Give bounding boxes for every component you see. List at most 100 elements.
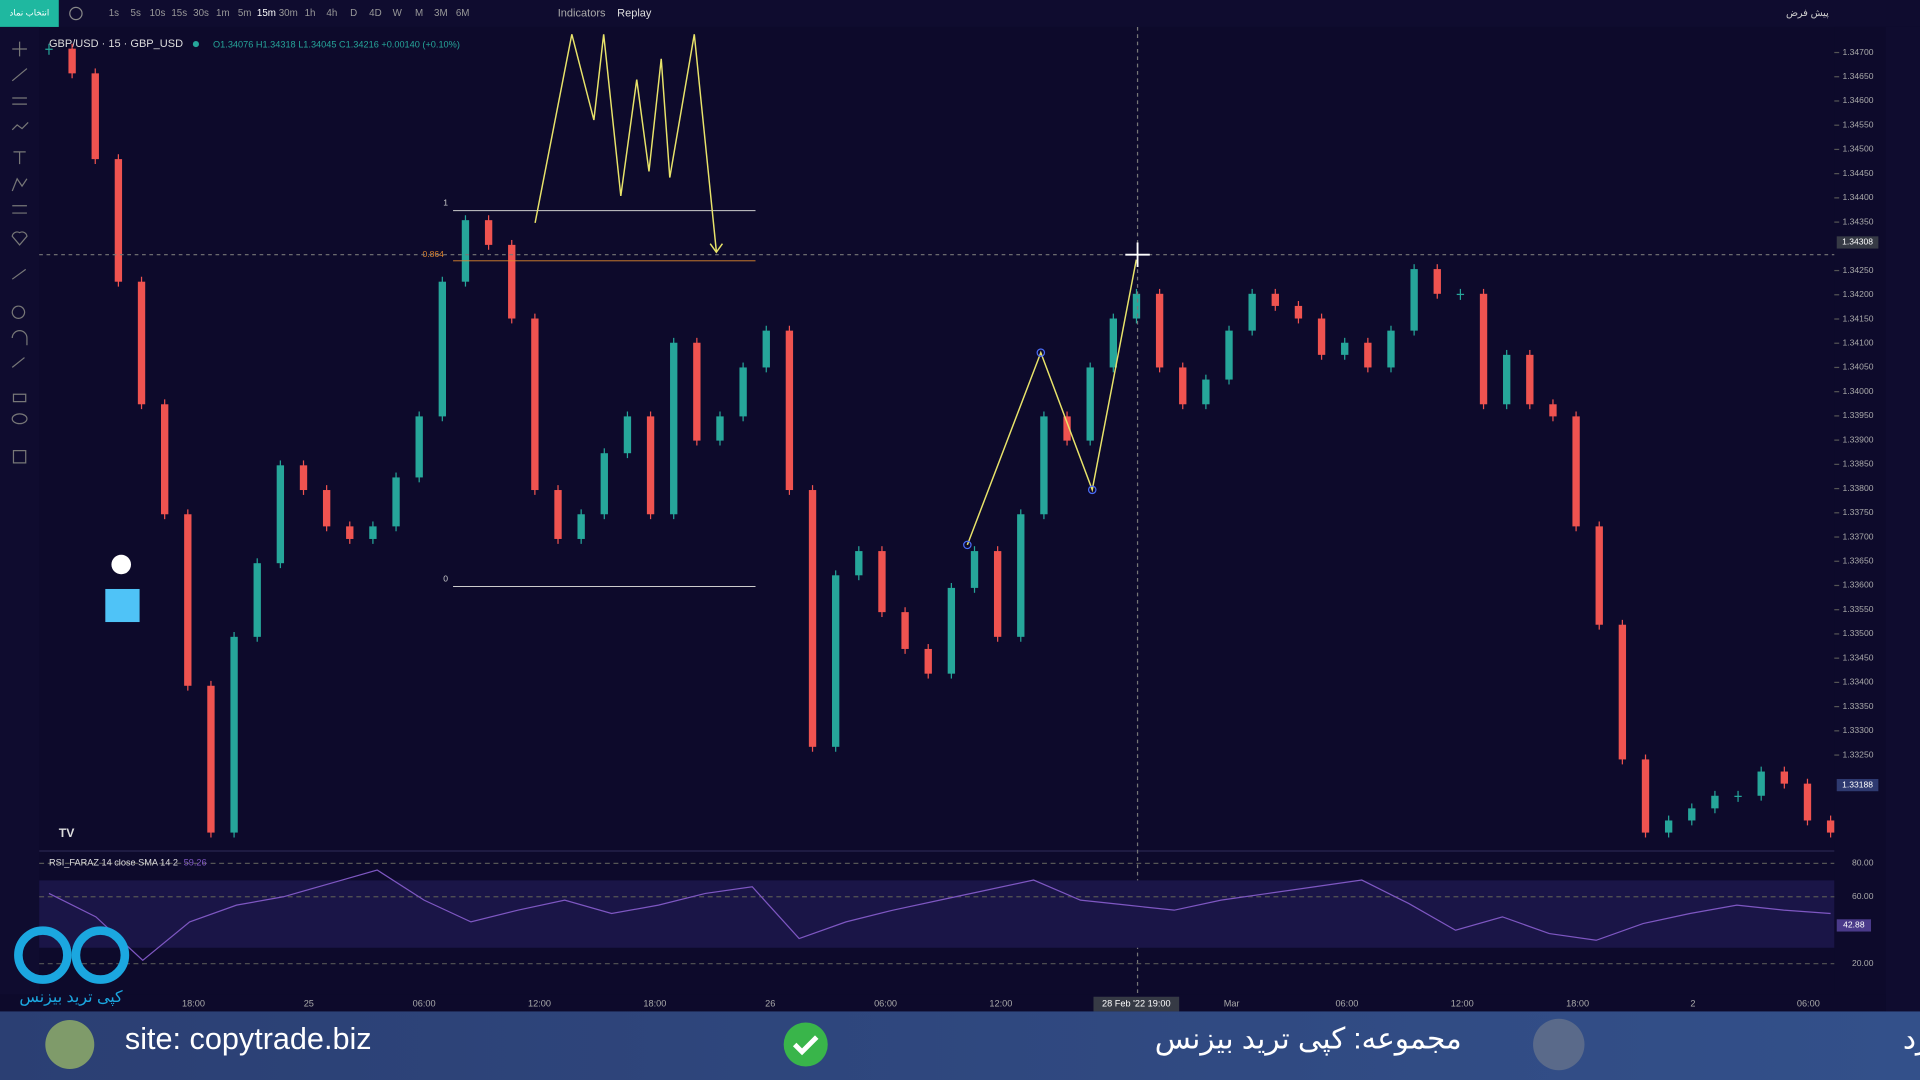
price-tick-label: 1.34150	[1843, 313, 1874, 323]
candle	[947, 587, 956, 674]
interval-button[interactable]: 5s	[131, 8, 141, 19]
interval-button[interactable]: 15s	[171, 8, 187, 19]
rsi-tick-label: 60.00	[1852, 891, 1874, 901]
left-toolbar	[0, 26, 40, 1012]
interval-button[interactable]: 1h	[305, 8, 316, 19]
candle	[1364, 342, 1372, 368]
ohlc-legend: O1.34076 H1.34318 L1.34045 C1.34216 +0.0…	[213, 40, 460, 50]
price-tick-label: 1.33950	[1843, 410, 1874, 420]
candle	[808, 490, 817, 747]
price-tick-label: 1.34050	[1843, 362, 1874, 372]
rsi-tick-label: 80.00	[1852, 858, 1874, 868]
interval-button[interactable]: 4h	[326, 8, 337, 19]
indicators-button[interactable]: Indicators	[558, 7, 606, 19]
interval-button[interactable]: M	[415, 8, 423, 19]
candle	[970, 551, 979, 588]
candle	[693, 342, 701, 441]
candle	[438, 281, 447, 417]
interval-button[interactable]: D	[350, 8, 357, 19]
interval-button[interactable]: 6M	[456, 8, 470, 19]
crosshair-time-label: 28 Feb '22 19:00	[1102, 999, 1171, 1009]
time-tick-label: Mar	[1224, 999, 1240, 1009]
pattern-drawing	[966, 259, 1138, 546]
time-tick-label: 06:00	[874, 999, 897, 1009]
price-tick-label: 1.33450	[1843, 652, 1874, 662]
candle	[160, 404, 169, 515]
candle	[646, 416, 655, 515]
price-tick-label: 1.33550	[1843, 604, 1874, 614]
candle	[901, 612, 909, 649]
add-symbol[interactable]	[69, 6, 83, 21]
candle	[855, 551, 863, 576]
interval-button[interactable]: 5m	[238, 8, 252, 19]
candle	[600, 453, 608, 515]
candle	[1664, 820, 1673, 833]
time-tick-label: 18:00	[182, 999, 205, 1009]
price-tick-label: 1.34250	[1843, 265, 1874, 275]
candle	[670, 342, 678, 515]
candle	[253, 563, 261, 637]
price-tag	[1836, 236, 1879, 249]
candle	[207, 685, 215, 833]
time-tick-label: 12:00	[989, 999, 1012, 1009]
candle	[1017, 514, 1025, 637]
interval-button[interactable]: 15m	[257, 8, 276, 19]
interval-button[interactable]: 30s	[193, 8, 209, 19]
zigzag-drawing	[534, 34, 718, 252]
price-tick-label: 1.34500	[1843, 144, 1874, 154]
time-tick-label: 06:00	[1797, 999, 1820, 1009]
time-tick-label: 12:00	[528, 999, 551, 1009]
candle	[1526, 354, 1534, 405]
interval-button[interactable]: W	[393, 8, 403, 19]
candle	[1155, 293, 1164, 368]
market-status	[192, 41, 199, 48]
rsi-tag-label: 42.88	[1843, 920, 1865, 930]
symbol-button[interactable]	[0, 0, 59, 27]
price-axis	[1834, 26, 1886, 1012]
candle	[1063, 416, 1071, 441]
fib-label: 0.864	[422, 249, 444, 259]
candle	[322, 490, 331, 527]
candle	[1618, 624, 1627, 760]
time-tick-label: 25	[304, 999, 314, 1009]
candle	[1641, 759, 1650, 833]
check-mark	[792, 1035, 819, 1056]
interval-button[interactable]: 30m	[279, 8, 298, 19]
candle	[68, 48, 76, 74]
symbol-button-label[interactable]: انتخاب نماد	[10, 8, 50, 18]
price-tick-label: 1.33850	[1843, 459, 1874, 469]
candle	[832, 575, 840, 747]
candle	[1433, 269, 1441, 294]
interval-button[interactable]: 1m	[216, 8, 230, 19]
candle	[1780, 771, 1789, 784]
layout-name[interactable]: پیش فرض	[1786, 8, 1829, 19]
candle	[878, 551, 886, 613]
candle	[1387, 330, 1395, 368]
time-tick-label: 18:00	[1566, 999, 1589, 1009]
candle	[1410, 269, 1418, 331]
rsi-title: RSI_FARAZ 14 close SMA 14 2	[49, 858, 178, 868]
candle	[1595, 526, 1603, 625]
interval-button[interactable]: 4D	[369, 8, 382, 19]
candle	[1109, 318, 1118, 368]
banner-presenter: ارائه توسط: اتابک منفرد	[1903, 1023, 1920, 1057]
interval-button[interactable]: 1s	[109, 8, 119, 19]
candle	[1803, 783, 1812, 821]
candle	[924, 648, 932, 674]
candle	[1248, 293, 1256, 331]
candle	[531, 318, 539, 491]
candle	[1456, 293, 1465, 296]
candle	[762, 330, 770, 368]
interval-button[interactable]: 3M	[434, 8, 448, 19]
time-tick-label: 06:00	[413, 999, 436, 1009]
replay-button[interactable]: Replay	[617, 7, 652, 19]
candle	[1271, 293, 1279, 306]
candle	[184, 514, 192, 686]
candle	[1179, 367, 1187, 405]
candle	[1294, 305, 1303, 319]
interval-button[interactable]: 10s	[150, 8, 166, 19]
candle	[1341, 342, 1349, 355]
candle	[1317, 318, 1326, 355]
check-icon	[783, 1022, 828, 1067]
